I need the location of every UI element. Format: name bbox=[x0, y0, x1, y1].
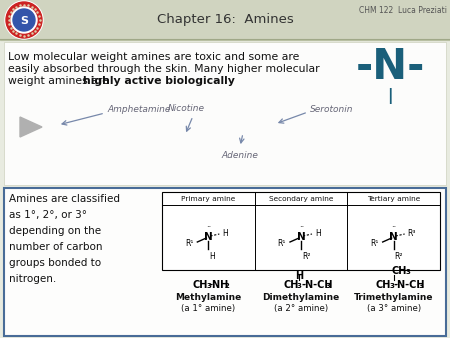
Text: Dimethylamine: Dimethylamine bbox=[262, 293, 340, 302]
Text: ¨: ¨ bbox=[299, 226, 303, 236]
Text: easily absorbed through the skin. Many higher molecular: easily absorbed through the skin. Many h… bbox=[8, 64, 320, 74]
Text: R¹: R¹ bbox=[278, 239, 286, 247]
Text: |: | bbox=[387, 88, 393, 104]
Text: -N-CH: -N-CH bbox=[394, 280, 425, 290]
Text: -N-CH: -N-CH bbox=[301, 280, 333, 290]
Text: .: . bbox=[203, 76, 207, 86]
Text: H: H bbox=[222, 230, 228, 239]
Text: 3: 3 bbox=[326, 283, 331, 289]
Text: R³: R³ bbox=[408, 230, 416, 239]
Text: groups bonded to: groups bonded to bbox=[9, 258, 101, 268]
Circle shape bbox=[11, 7, 37, 33]
Text: as 1°, 2°, or 3°: as 1°, 2°, or 3° bbox=[9, 210, 87, 220]
Text: Low molecular weight amines are toxic and some are: Low molecular weight amines are toxic an… bbox=[8, 52, 299, 62]
Text: 2: 2 bbox=[225, 283, 229, 289]
Text: -N-: -N- bbox=[356, 46, 425, 88]
Circle shape bbox=[5, 1, 43, 39]
Text: CH: CH bbox=[192, 280, 208, 290]
Text: CH: CH bbox=[283, 280, 298, 290]
Bar bbox=[162, 192, 440, 270]
Text: -NH: -NH bbox=[208, 280, 229, 290]
Text: (a 2° amine): (a 2° amine) bbox=[274, 304, 328, 313]
Text: Primary amine: Primary amine bbox=[181, 195, 235, 201]
Text: 3: 3 bbox=[390, 283, 395, 289]
Text: CH: CH bbox=[392, 266, 407, 276]
Text: Nicotine: Nicotine bbox=[167, 104, 204, 113]
Circle shape bbox=[6, 2, 42, 38]
Text: Amphetamine: Amphetamine bbox=[107, 105, 171, 115]
Text: 3: 3 bbox=[207, 283, 211, 289]
Text: 3: 3 bbox=[418, 283, 423, 289]
Text: R²: R² bbox=[395, 252, 403, 261]
Text: Adenine: Adenine bbox=[221, 151, 258, 160]
Text: CHM 122  Luca Preziati: CHM 122 Luca Preziati bbox=[359, 6, 447, 15]
Text: number of carbon: number of carbon bbox=[9, 242, 103, 252]
Bar bbox=[4, 188, 446, 336]
Text: weight amines are: weight amines are bbox=[8, 76, 112, 86]
Text: depending on the: depending on the bbox=[9, 226, 101, 236]
Text: N: N bbox=[389, 232, 398, 242]
Text: nitrogen.: nitrogen. bbox=[9, 274, 56, 284]
Text: Methylamine: Methylamine bbox=[175, 293, 242, 302]
Text: ¨: ¨ bbox=[206, 226, 211, 236]
Text: N: N bbox=[297, 232, 306, 242]
Bar bbox=[0, 0, 450, 40]
Text: Secondary amine: Secondary amine bbox=[269, 195, 333, 201]
Text: Amines are classified: Amines are classified bbox=[9, 194, 120, 204]
Text: 3: 3 bbox=[405, 269, 410, 275]
Text: Serotonin: Serotonin bbox=[310, 104, 354, 114]
Text: N: N bbox=[204, 232, 213, 242]
Text: (a 1° amine): (a 1° amine) bbox=[181, 304, 235, 313]
Text: R¹: R¹ bbox=[370, 239, 378, 247]
Text: H: H bbox=[315, 230, 321, 239]
Text: H: H bbox=[295, 271, 303, 281]
Text: R¹: R¹ bbox=[185, 239, 194, 247]
Polygon shape bbox=[20, 117, 42, 137]
Text: highly active biologically: highly active biologically bbox=[83, 76, 235, 86]
Text: S: S bbox=[20, 16, 28, 26]
Bar bbox=[4, 42, 446, 185]
Text: Tertiary amine: Tertiary amine bbox=[367, 195, 420, 201]
Text: CH: CH bbox=[376, 280, 391, 290]
Text: Trimethylamine: Trimethylamine bbox=[354, 293, 433, 302]
Text: ¨: ¨ bbox=[392, 226, 396, 236]
Text: R²: R² bbox=[302, 252, 310, 261]
Text: (a 3° amine): (a 3° amine) bbox=[367, 304, 421, 313]
Text: Chapter 16:  Amines: Chapter 16: Amines bbox=[157, 14, 293, 26]
Circle shape bbox=[13, 9, 35, 31]
Text: 3: 3 bbox=[297, 283, 302, 289]
Text: H: H bbox=[209, 252, 215, 261]
